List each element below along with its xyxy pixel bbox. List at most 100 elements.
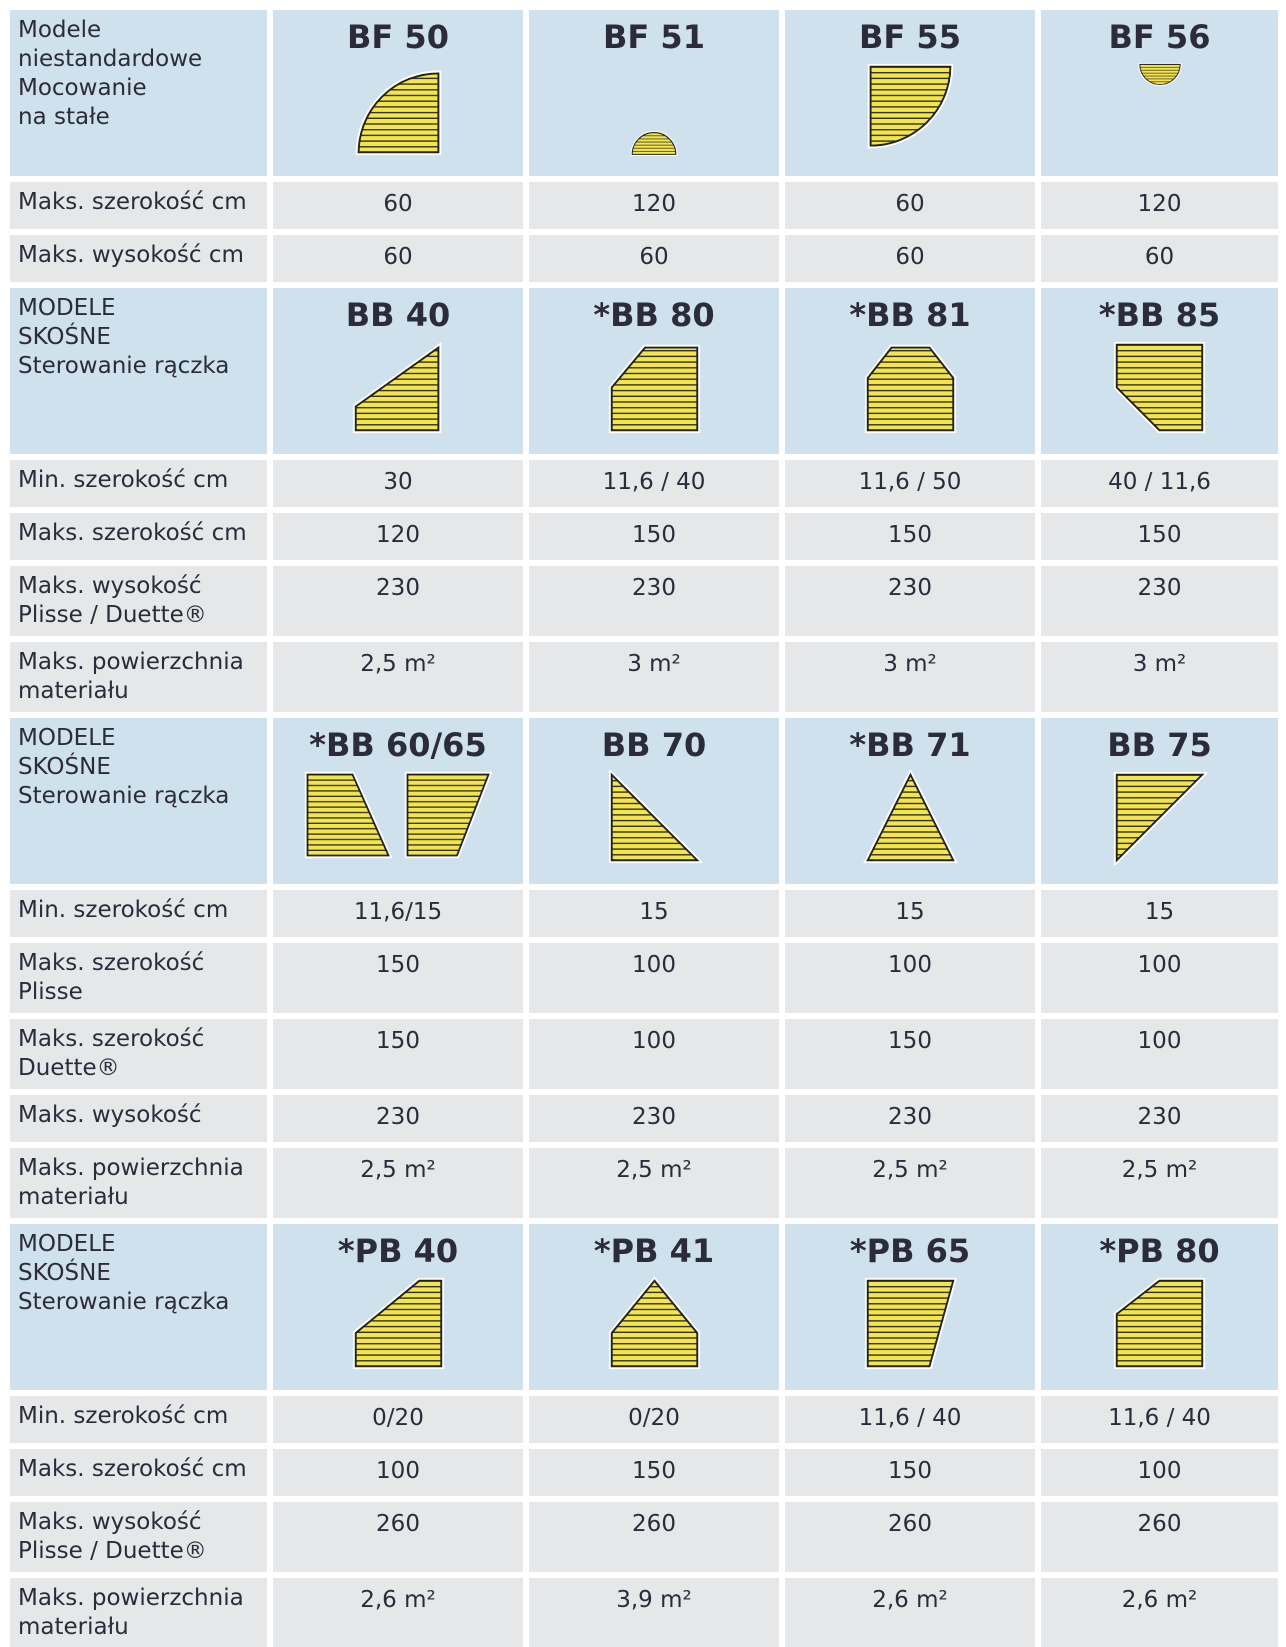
section-label: Modele niestandardowe Mocowanie na stałe [10,10,267,176]
value-cell: 2,6 m² [1041,1578,1278,1647]
spec-section: MODELE SKOŚNE Sterowanie rączka BB 40 *BB 80… [0,288,1286,712]
value-cell: 15 [1041,890,1278,937]
value-cell: 60 [273,182,523,229]
value-cell: 11,6/15 [273,890,523,937]
row-label: Maks. wysokość Plisse / Duette® [10,566,267,636]
product-icon [864,1277,957,1370]
label-line: niestandardowe [18,46,203,72]
value-cell: 11,6 / 40 [529,460,779,507]
value-cell: 230 [273,1095,523,1142]
model-name: *BB 80 [593,296,715,334]
value-cell: 150 [529,513,779,560]
product-icon [862,770,958,864]
icons [785,770,1035,865]
value-cell: 150 [273,1019,523,1089]
row-label: Maks. powierzchnia materiału [10,1148,267,1218]
label-line: materiału [18,1614,129,1640]
row-label: Maks. szerokość Duette® [10,1019,267,1089]
model-cell: BF 50 [273,10,523,176]
icons [273,1276,523,1371]
icons [529,1276,779,1371]
label-line: Plisse / Duette® [18,602,207,628]
icons [1041,1276,1278,1371]
model-cell: *BB 71 [785,718,1035,884]
value-cell: 120 [529,182,779,229]
model-name: *BB 85 [1098,296,1221,334]
model-name: BB 40 [345,296,451,334]
section-label: MODELE SKOŚNE Sterowanie rączka [10,718,267,884]
model-name: BB 75 [1107,726,1212,764]
label-line: Min. szerokość cm [18,467,229,493]
product-icon [608,770,702,864]
label-line: Maks. wysokość [18,1102,202,1128]
icons [273,770,523,860]
model-name: *PB 41 [593,1232,715,1270]
label-line: Maks. szerokość [18,950,205,976]
model-cell: *PB 41 [529,1224,779,1390]
product-icon [608,1276,700,1370]
value-cell: 2,5 m² [1041,1148,1278,1218]
value-cell: 150 [273,943,523,1013]
value-cell: 3 m² [1041,642,1278,712]
value-cell: 0/20 [529,1396,779,1443]
value-cell: 15 [785,890,1035,937]
icons [529,340,779,435]
product-icon [1113,341,1206,434]
model-name: BF 51 [603,18,705,56]
value-cell: 150 [785,1019,1035,1089]
value-cell: 230 [529,566,779,636]
product-icon [867,63,953,149]
product-icon [608,344,700,434]
label-line: materiału [18,678,129,704]
product-icon [304,771,393,859]
icons [273,62,523,157]
value-cell: 230 [529,1095,779,1142]
icons [273,340,523,435]
value-cell: 100 [1041,1019,1278,1089]
label-line: SKOŚNE [18,1260,111,1286]
spec-section: MODELE SKOŚNE Sterowanie rączka *BB 60/65 BB… [0,718,1286,1218]
label-line: Maks. szerokość cm [18,189,247,215]
label-line: Plisse [18,979,83,1005]
value-cell: 230 [1041,1095,1278,1142]
product-icon [1137,62,1182,86]
label-line: Maks. wysokość [18,1509,202,1535]
value-cell: 15 [529,890,779,937]
label-line: Mocowanie [18,75,147,101]
value-cell: 11,6 / 50 [785,460,1035,507]
model-cell: *BB 85 [1041,288,1278,454]
icons [785,62,1035,157]
value-cell: 100 [529,943,779,1013]
label-line: Maks. wysokość [18,573,202,599]
value-cell: 120 [273,513,523,560]
model-name: *PB 40 [337,1232,459,1270]
model-name: *PB 80 [1099,1232,1220,1270]
value-cell: 230 [785,566,1035,636]
label-line: Sterowanie rączka [18,783,230,809]
spec-section: MODELE SKOŚNE Sterowanie rączka *PB 40 *PB 4… [0,1224,1286,1647]
model-cell: *BB 60/65 [273,718,523,884]
value-cell: 260 [785,1502,1035,1572]
value-cell: 2,5 m² [785,1148,1035,1218]
value-cell: 230 [785,1095,1035,1142]
value-cell: 30 [273,460,523,507]
model-name: *PB 65 [849,1232,971,1270]
value-cell: 60 [273,235,523,282]
value-cell: 60 [785,235,1035,282]
row-label: Maks. powierzchnia materiału [10,642,267,712]
spec-section: Modele niestandardowe Mocowanie na stałe BF … [0,10,1286,282]
model-cell: BB 40 [273,288,523,454]
model-name: *BB 81 [849,296,971,334]
product-icon [352,1277,444,1370]
value-cell: 150 [785,1449,1035,1496]
value-cell: 3,9 m² [529,1578,779,1647]
model-cell: BF 55 [785,10,1035,176]
value-cell: 150 [785,513,1035,560]
label-line: Duette® [18,1055,120,1081]
section-label: MODELE SKOŚNE Sterowanie rączka [10,1224,267,1390]
label-line: Maks. szerokość [18,1026,205,1052]
label-line: Maks. powierzchnia [18,1155,244,1181]
label-line: Maks. powierzchnia [18,649,244,675]
value-cell: 100 [273,1449,523,1496]
value-cell: 260 [1041,1502,1278,1572]
